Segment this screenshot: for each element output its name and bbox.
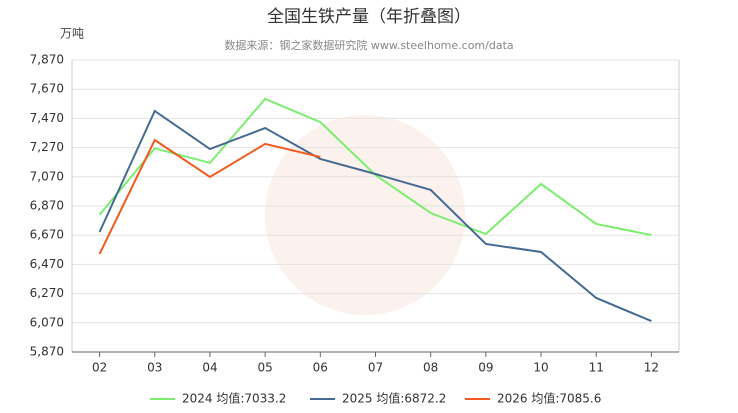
x-tick-label: 08 [423,361,438,375]
x-tick-label: 04 [202,361,217,375]
y-tick-label: 7,670 [30,82,64,96]
x-tick-label: 03 [147,361,162,375]
x-tick-label: 02 [92,361,107,375]
y-tick-label: 6,870 [30,199,64,213]
x-tick-label: 07 [368,361,383,375]
y-axis-label: 万吨 [60,27,84,41]
series-line [98,109,652,322]
x-tick-label: 12 [644,361,659,375]
legend-label: 2025 均值:6872.2 [342,391,446,406]
legend-label: 2026 均值:7085.6 [497,391,601,406]
y-tick-label: 6,670 [30,228,64,242]
chart-title: 全国生铁产量（年折叠图） [267,7,471,27]
y-tick-label: 7,070 [30,169,64,183]
y-tick-label: 7,470 [30,111,64,125]
chart-subtitle: 数据来源：钢之家数据研究院 www.steelhome.com/data [224,38,513,52]
watermark [265,115,465,315]
series-line [98,138,321,255]
y-tick-label: 5,870 [30,345,64,359]
y-tick-label: 6,270 [30,286,64,300]
x-tick-label: 06 [313,361,328,375]
x-tick-label: 10 [533,361,548,375]
y-tick-label: 7,870 [30,53,64,67]
x-tick-label: 05 [257,361,272,375]
x-tick-label: 11 [589,361,604,375]
x-tick-label: 09 [478,361,493,375]
y-tick-label: 6,470 [30,257,64,271]
y-tick-label: 6,070 [30,315,64,329]
y-tick-label: 7,270 [30,140,64,154]
legend-label: 2024 均值:7033.2 [182,391,286,406]
